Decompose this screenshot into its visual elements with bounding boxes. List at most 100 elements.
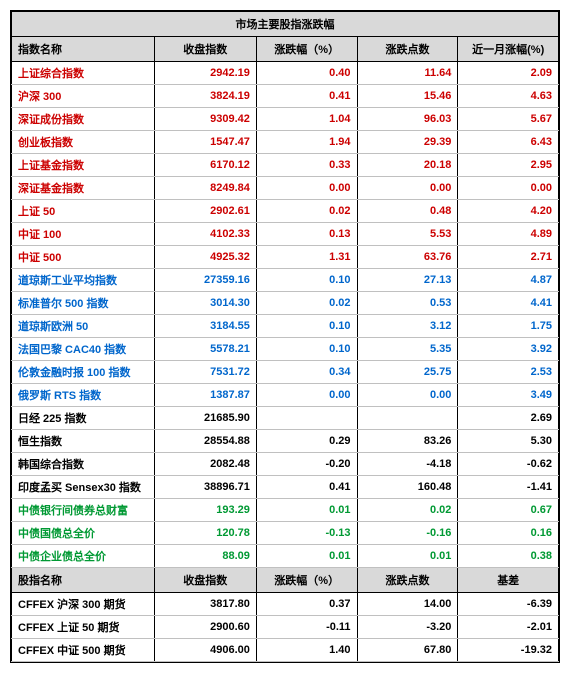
cell-pts: 15.46	[357, 85, 458, 108]
index-name: 恒生指数	[12, 430, 155, 453]
cell-m: 1.75	[458, 315, 559, 338]
futures-name: CFFEX 中证 500 期货	[12, 639, 155, 662]
cell-m: -0.62	[458, 453, 559, 476]
cell-close: 3817.80	[154, 593, 256, 616]
col-header: 指数名称	[12, 37, 155, 62]
col-header: 近一月涨幅(%)	[458, 37, 559, 62]
table-row: 上证综合指数2942.190.4011.642.09	[12, 62, 559, 85]
cell-close: 120.78	[154, 522, 256, 545]
table-row: 中证 1004102.330.135.534.89	[12, 223, 559, 246]
cell-m: -2.01	[458, 616, 559, 639]
table-row: 日经 225 指数21685.90 2.69	[12, 407, 559, 430]
index-name: 深证成份指数	[12, 108, 155, 131]
cell-pts: -4.18	[357, 453, 458, 476]
cell-pct: 1.31	[256, 246, 357, 269]
cell-pts: 83.26	[357, 430, 458, 453]
cell-m: 4.89	[458, 223, 559, 246]
cell-m: 0.16	[458, 522, 559, 545]
index-name: 俄罗斯 RTS 指数	[12, 384, 155, 407]
cell-m: 2.69	[458, 407, 559, 430]
cell-close: 3184.55	[154, 315, 256, 338]
table-row: 沪深 3003824.190.4115.464.63	[12, 85, 559, 108]
table-row: 恒生指数28554.880.2983.265.30	[12, 430, 559, 453]
cell-pts: -0.16	[357, 522, 458, 545]
cell-close: 21685.90	[154, 407, 256, 430]
cell-close: 2902.61	[154, 200, 256, 223]
cell-m: -19.32	[458, 639, 559, 662]
cell-pct: 0.40	[256, 62, 357, 85]
cell-pct: 0.41	[256, 476, 357, 499]
col-header: 收盘指数	[154, 37, 256, 62]
table-row: CFFEX 上证 50 期货2900.60-0.11-3.20-2.01	[12, 616, 559, 639]
table-row: 道琼斯欧洲 503184.550.103.121.75	[12, 315, 559, 338]
table-title: 市场主要股指涨跌幅	[12, 12, 559, 37]
index-name: 标准普尔 500 指数	[12, 292, 155, 315]
table-row: 印度孟买 Sensex30 指数38896.710.41160.48-1.41	[12, 476, 559, 499]
col-header: 基差	[458, 568, 559, 593]
cell-pts: 3.12	[357, 315, 458, 338]
cell-pct: 1.94	[256, 131, 357, 154]
header-row-1: 指数名称收盘指数涨跌幅（%）涨跌点数近一月涨幅(%)	[12, 37, 559, 62]
cell-close: 2900.60	[154, 616, 256, 639]
table-row: 深证基金指数8249.840.000.000.00	[12, 177, 559, 200]
futures-name: CFFEX 沪深 300 期货	[12, 593, 155, 616]
index-name: 道琼斯欧洲 50	[12, 315, 155, 338]
col-header: 涨跌幅（%）	[256, 568, 357, 593]
cell-pts: 63.76	[357, 246, 458, 269]
cell-m: 4.87	[458, 269, 559, 292]
cell-close: 3014.30	[154, 292, 256, 315]
cell-pts: 0.01	[357, 545, 458, 568]
cell-m: -1.41	[458, 476, 559, 499]
cell-pct: 0.01	[256, 499, 357, 522]
cell-m: 0.38	[458, 545, 559, 568]
cell-m: 4.63	[458, 85, 559, 108]
cell-pts: 0.00	[357, 177, 458, 200]
table-row: 中证 5004925.321.3163.762.71	[12, 246, 559, 269]
table-row: 标准普尔 500 指数3014.300.020.534.41	[12, 292, 559, 315]
cell-m: 2.95	[458, 154, 559, 177]
cell-pts: 67.80	[357, 639, 458, 662]
cell-m: 2.71	[458, 246, 559, 269]
cell-pts: 5.35	[357, 338, 458, 361]
index-name: 中债企业债总全价	[12, 545, 155, 568]
index-name: 上证 50	[12, 200, 155, 223]
cell-close: 27359.16	[154, 269, 256, 292]
cell-m: 3.92	[458, 338, 559, 361]
cell-close: 1547.47	[154, 131, 256, 154]
table-row: 道琼斯工业平均指数27359.160.1027.134.87	[12, 269, 559, 292]
table-row: 中债国债总全价120.78-0.13-0.160.16	[12, 522, 559, 545]
index-name: 上证综合指数	[12, 62, 155, 85]
cell-pct: 0.02	[256, 292, 357, 315]
cell-close: 9309.42	[154, 108, 256, 131]
cell-pct: 1.04	[256, 108, 357, 131]
table-row: 韩国综合指数2082.48-0.20-4.18-0.62	[12, 453, 559, 476]
cell-pct: 0.37	[256, 593, 357, 616]
cell-pct: 0.01	[256, 545, 357, 568]
market-index-table: 市场主要股指涨跌幅指数名称收盘指数涨跌幅（%）涨跌点数近一月涨幅(%)上证综合指…	[10, 10, 560, 663]
cell-close: 28554.88	[154, 430, 256, 453]
cell-pts: 0.53	[357, 292, 458, 315]
col-header: 股指名称	[12, 568, 155, 593]
cell-pct: -0.13	[256, 522, 357, 545]
cell-pct: -0.20	[256, 453, 357, 476]
table-title-row: 市场主要股指涨跌幅	[12, 12, 559, 37]
table-row: 创业板指数1547.471.9429.396.43	[12, 131, 559, 154]
cell-pct: 0.10	[256, 315, 357, 338]
cell-close: 88.09	[154, 545, 256, 568]
cell-pts: 160.48	[357, 476, 458, 499]
index-name: 印度孟买 Sensex30 指数	[12, 476, 155, 499]
cell-pts: -3.20	[357, 616, 458, 639]
index-name: 上证基金指数	[12, 154, 155, 177]
cell-pct: 0.02	[256, 200, 357, 223]
index-name: 创业板指数	[12, 131, 155, 154]
index-name: 法国巴黎 CAC40 指数	[12, 338, 155, 361]
index-name: 中债国债总全价	[12, 522, 155, 545]
index-name: 韩国综合指数	[12, 453, 155, 476]
cell-pct: 0.41	[256, 85, 357, 108]
cell-pct: 0.00	[256, 384, 357, 407]
cell-pts: 0.02	[357, 499, 458, 522]
index-name: 日经 225 指数	[12, 407, 155, 430]
cell-close: 3824.19	[154, 85, 256, 108]
table-row: CFFEX 中证 500 期货4906.001.4067.80-19.32	[12, 639, 559, 662]
cell-pts: 96.03	[357, 108, 458, 131]
